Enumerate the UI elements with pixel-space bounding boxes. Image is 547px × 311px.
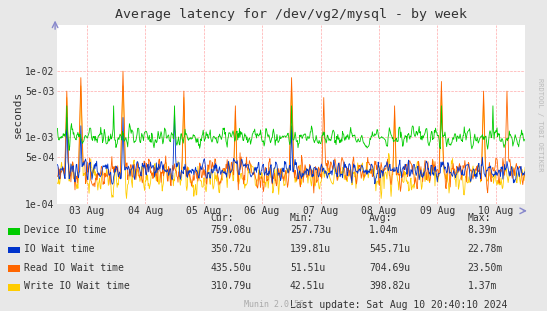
Text: 42.51u: 42.51u	[290, 281, 325, 291]
Text: 759.08u: 759.08u	[211, 225, 252, 235]
Text: Device IO time: Device IO time	[24, 225, 106, 235]
Text: Last update: Sat Aug 10 20:40:10 2024: Last update: Sat Aug 10 20:40:10 2024	[290, 300, 507, 310]
Text: 51.51u: 51.51u	[290, 263, 325, 273]
Text: IO Wait time: IO Wait time	[24, 244, 94, 254]
Text: 398.82u: 398.82u	[369, 281, 410, 291]
Text: 257.73u: 257.73u	[290, 225, 331, 235]
Text: Min:: Min:	[290, 213, 313, 223]
Text: 350.72u: 350.72u	[211, 244, 252, 254]
Text: Write IO Wait time: Write IO Wait time	[24, 281, 129, 291]
Text: Max:: Max:	[468, 213, 491, 223]
Text: 1.04m: 1.04m	[369, 225, 399, 235]
Text: 310.79u: 310.79u	[211, 281, 252, 291]
Text: 139.81u: 139.81u	[290, 244, 331, 254]
Title: Average latency for /dev/vg2/mysql - by week: Average latency for /dev/vg2/mysql - by …	[115, 8, 467, 21]
Text: RRDTOOL / TOBI OETIKER: RRDTOOL / TOBI OETIKER	[537, 78, 543, 171]
Text: Munin 2.0.56: Munin 2.0.56	[243, 300, 304, 309]
Text: 22.78m: 22.78m	[468, 244, 503, 254]
Text: Avg:: Avg:	[369, 213, 393, 223]
Text: 8.39m: 8.39m	[468, 225, 497, 235]
Text: 704.69u: 704.69u	[369, 263, 410, 273]
Text: 545.71u: 545.71u	[369, 244, 410, 254]
Text: Cur:: Cur:	[211, 213, 234, 223]
Text: 435.50u: 435.50u	[211, 263, 252, 273]
Text: 23.50m: 23.50m	[468, 263, 503, 273]
Text: 1.37m: 1.37m	[468, 281, 497, 291]
Y-axis label: seconds: seconds	[13, 91, 22, 138]
Text: Read IO Wait time: Read IO Wait time	[24, 263, 124, 273]
